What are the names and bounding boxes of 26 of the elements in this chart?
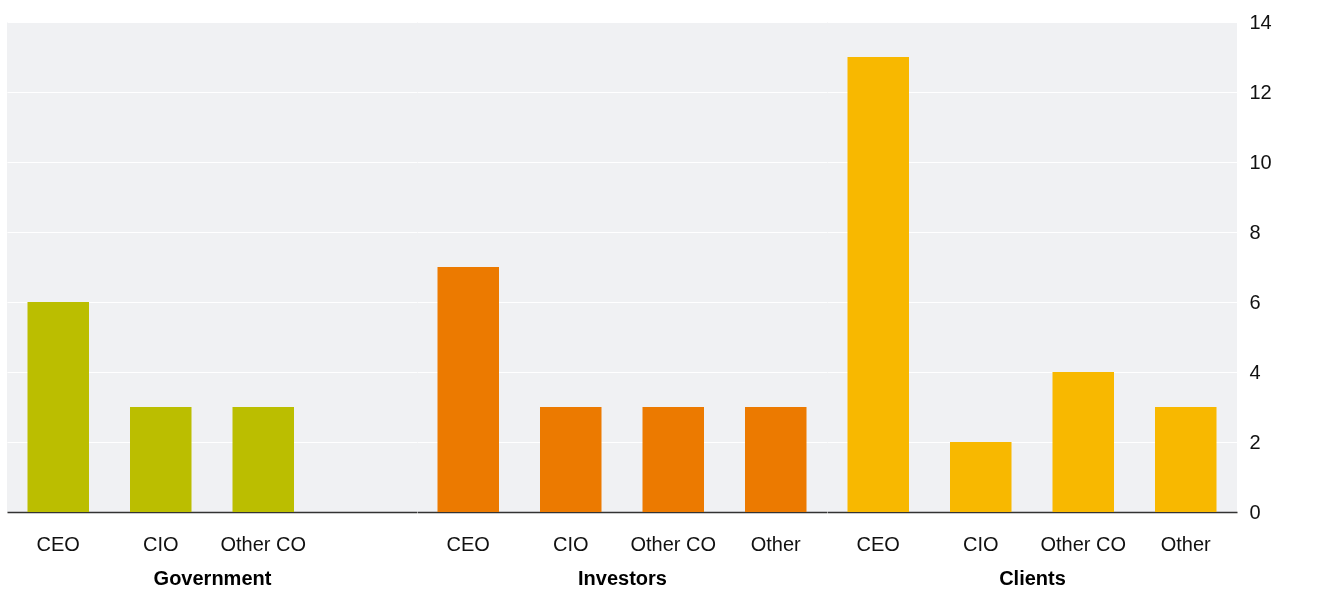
- y-tick-label: 4: [1249, 360, 1261, 383]
- bar: [1052, 372, 1114, 512]
- y-tick-label: 6: [1249, 290, 1261, 313]
- x-tick-label: Other CO: [1040, 532, 1127, 555]
- x-axis-title: Investors: [578, 566, 667, 589]
- bar: [847, 57, 909, 512]
- x-tick-label: CIO: [962, 532, 999, 555]
- x-axis-title: Clients: [999, 566, 1066, 589]
- x-tick-label: Other: [1160, 532, 1212, 555]
- x-tick-label: CEO: [36, 532, 80, 555]
- bar: [950, 442, 1012, 512]
- x-tick-label: CIO: [552, 532, 589, 555]
- x-axis-title: Government: [153, 566, 272, 589]
- y-tick-label: 10: [1249, 150, 1272, 173]
- x-tick-label: CEO: [446, 532, 490, 555]
- x-tick-label: Other CO: [630, 532, 717, 555]
- y-tick-label: 12: [1249, 80, 1272, 103]
- bar: [1155, 407, 1217, 512]
- x-tick-label: Other: [750, 532, 802, 555]
- y-tick-label: 2: [1249, 430, 1261, 453]
- y-tick-label: 8: [1249, 220, 1261, 243]
- x-tick-label: Other CO: [220, 532, 307, 555]
- x-tick-label: CIO: [142, 532, 179, 555]
- y-tick-label: 14: [1249, 10, 1272, 33]
- y-tick-label: 0: [1249, 500, 1261, 523]
- x-tick-label: CEO: [856, 532, 900, 555]
